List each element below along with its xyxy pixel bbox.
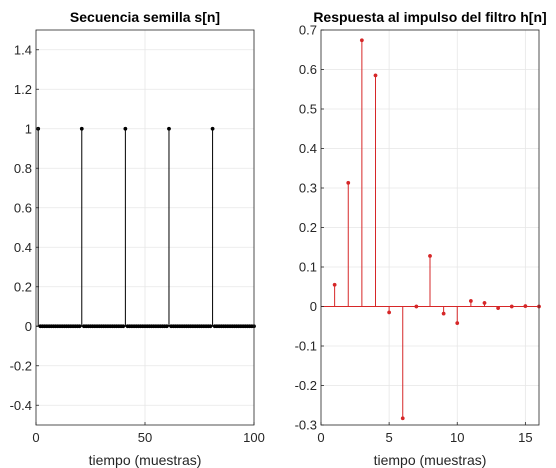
y-tick-label: 0.6 — [14, 200, 32, 215]
seed-sequence-panel: 0 50 100 -0.4 -0.2 0 0.2 0.4 0.6 0.8 1 1.2 1.4 Secu… — [10, 9, 265, 468]
y-tick-label: 0.4 — [299, 141, 317, 156]
y-tick-label: 1 — [25, 121, 32, 136]
stem-marker — [387, 310, 392, 315]
plot-title: Secuencia semilla s[n] — [70, 9, 220, 25]
y-tick-label: -0.4 — [10, 398, 32, 413]
x-axis-title: tiempo (muestras) — [89, 452, 202, 468]
x-tick-label: 15 — [518, 430, 532, 445]
stem-marker — [359, 38, 364, 43]
y-tick-label: 0.1 — [299, 260, 317, 275]
x-tick-label: 0 — [317, 430, 324, 445]
y-tick-label: 0.6 — [299, 62, 317, 77]
stem-marker — [523, 304, 528, 309]
tick-marks — [320, 29, 526, 426]
y-tick-label: -0.3 — [295, 418, 317, 433]
stem-marker — [414, 304, 419, 309]
x-tick-label: 100 — [243, 430, 265, 445]
stem-marker — [428, 253, 432, 258]
y-tick-label: 0.2 — [14, 279, 32, 294]
stem-marker — [77, 324, 82, 329]
y-tick-label: -0.2 — [10, 358, 32, 373]
stem-marker — [400, 416, 405, 421]
stem-marker — [509, 304, 514, 309]
stem-marker — [496, 306, 501, 311]
y-tick-labels: -0.4 -0.2 0 0.2 0.4 0.6 0.8 1 1.2 1.4 — [10, 42, 32, 413]
stem-marker — [123, 126, 128, 131]
x-tick-label: 5 — [386, 430, 393, 445]
x-tick-labels: 0 50 100 — [32, 430, 264, 445]
stem-marker — [208, 324, 213, 329]
stem-marker — [441, 311, 446, 316]
y-tick-label: 0.2 — [299, 220, 317, 235]
stem-series — [321, 38, 541, 421]
x-tick-label: 0 — [32, 430, 39, 445]
stem-marker — [373, 73, 378, 78]
stem-marker — [164, 324, 169, 329]
y-tick-label: -0.2 — [295, 378, 317, 393]
stem-marker — [167, 126, 171, 131]
filter-impulse-response-panel: 0 5 10 15 -0.3 -0.2 -0.1 0 0.1 0.2 0.3 0.4 0.5 0.6 0.… — [295, 9, 547, 468]
y-tick-label: 0.7 — [299, 23, 317, 38]
stem-marker — [468, 299, 473, 303]
tick-marks — [35, 49, 255, 425]
y-tick-label: 0 — [25, 319, 32, 334]
x-tick-labels: 0 5 10 15 — [317, 430, 532, 445]
x-axis-title: tiempo (muestras) — [374, 452, 487, 468]
stem-marker — [455, 321, 460, 326]
stem-marker — [346, 180, 351, 185]
stem-marker — [121, 324, 126, 329]
y-tick-label: 1.4 — [14, 42, 32, 57]
y-tick-label: 0.3 — [299, 181, 317, 196]
y-tick-label: 1.2 — [14, 82, 32, 97]
y-tick-labels: -0.3 -0.2 -0.1 0 0.1 0.2 0.3 0.4 0.5 0.6 0.7 — [295, 23, 317, 433]
plot-title: Respuesta al impulso del filtro h[n] — [313, 9, 546, 25]
y-tick-label: 0 — [310, 299, 317, 314]
stem-marker — [79, 126, 84, 131]
y-tick-label: 0.8 — [14, 161, 32, 176]
stem-marker — [482, 300, 487, 305]
y-tick-label: -0.1 — [295, 339, 317, 354]
x-tick-label: 50 — [138, 430, 152, 445]
y-tick-label: 0.4 — [14, 240, 32, 255]
stem-marker — [210, 126, 215, 131]
y-tick-label: 0.5 — [299, 102, 317, 117]
x-tick-label: 10 — [450, 430, 464, 445]
stem-marker — [332, 282, 337, 287]
